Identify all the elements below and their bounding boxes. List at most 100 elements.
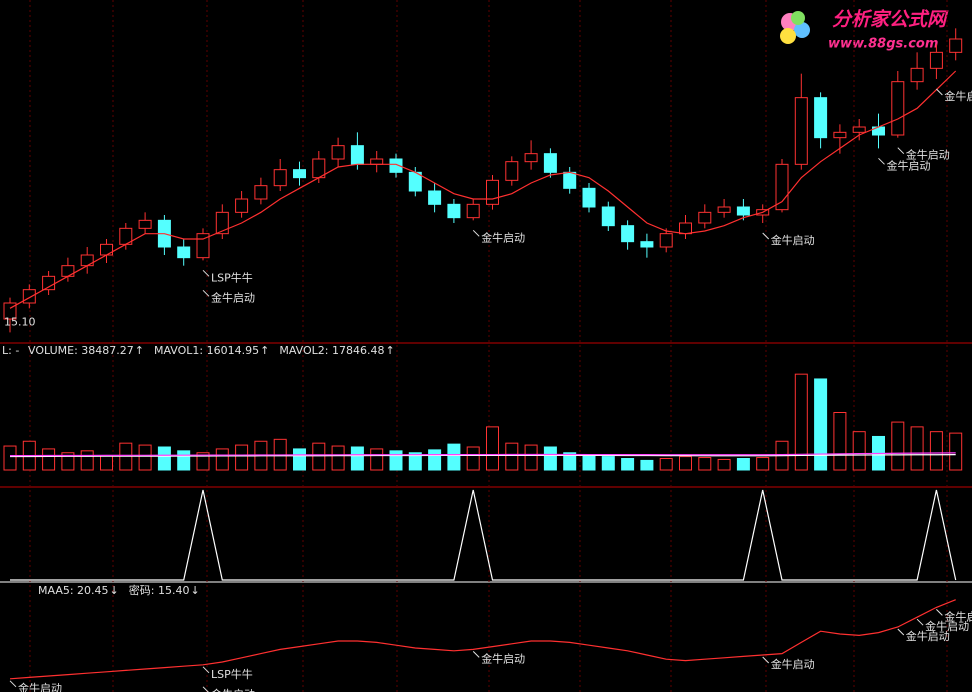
- annotation: 金牛启动: [906, 148, 950, 162]
- volume-bar: [370, 448, 384, 471]
- volume-bar: [350, 446, 364, 471]
- annotation-arrow: [897, 628, 905, 636]
- volume-bar: [293, 448, 306, 471]
- volume-bar: [949, 432, 963, 471]
- candle-body: [736, 206, 750, 216]
- candle-body: [929, 51, 943, 69]
- annotation-arrow: [936, 88, 943, 96]
- volume-bar: [215, 448, 229, 471]
- annotation: 金牛启动: [906, 629, 950, 643]
- annotation: 金牛启动: [481, 651, 525, 665]
- annotation: 金牛启动: [944, 89, 972, 103]
- legend-arrow: ↑: [385, 344, 394, 357]
- watermark-url: www.88gs.com: [828, 37, 938, 52]
- volume-bar: [61, 452, 75, 471]
- volume-bar: [601, 456, 615, 471]
- volume-bar: [833, 412, 847, 471]
- volume-bar: [679, 456, 692, 471]
- candle-body: [331, 145, 345, 160]
- annotation: 金牛启动: [925, 619, 969, 633]
- annotation: 金牛启动: [771, 657, 815, 671]
- annotation-arrow: [202, 289, 210, 297]
- annotation-arrow: [9, 680, 17, 688]
- volume-bar: [814, 378, 828, 471]
- candle-body: [543, 153, 557, 173]
- volume-bar: [659, 458, 673, 471]
- annotation-arrow: [916, 618, 924, 626]
- annotation-arrow: [762, 232, 770, 240]
- volume-bar: [756, 457, 770, 471]
- candle-body: [524, 153, 538, 163]
- low-label: 15.10: [4, 315, 36, 328]
- annotation: LSP牛牛: [211, 667, 253, 681]
- volume-ma-line: [9, 452, 956, 457]
- volume-bar: [3, 445, 17, 471]
- volume-bar: [177, 450, 191, 471]
- annotation-arrow: [897, 147, 905, 155]
- candle-body: [215, 211, 229, 235]
- annotation: 金牛启动: [887, 158, 931, 172]
- candle-body: [389, 158, 403, 173]
- candle-body: [698, 211, 712, 224]
- candle-body: [80, 254, 94, 267]
- candle-body: [775, 163, 789, 211]
- volume-bar: [505, 442, 519, 471]
- annotation: 金牛启动: [944, 609, 972, 623]
- annotation-arrow: [936, 609, 943, 616]
- volume-bar: [80, 450, 94, 471]
- candle-body: [61, 265, 75, 277]
- candle-body: [350, 145, 364, 165]
- candle-body: [833, 131, 847, 139]
- panel-prefix: L: -: [2, 344, 19, 357]
- candle-body: [891, 81, 905, 136]
- line: [9, 599, 956, 680]
- watermark-title: 分析家公式网: [832, 9, 949, 31]
- volume-bar: [138, 444, 152, 471]
- legend-label: MAVOL2: 17846.48: [279, 344, 384, 357]
- candle-body: [582, 187, 596, 208]
- candle-body: [505, 161, 519, 181]
- volume-ma-line: [9, 454, 956, 458]
- volume-bar: [543, 446, 557, 471]
- candle-body: [794, 97, 808, 165]
- candle-body: [910, 67, 924, 83]
- legend-label: VOLUME: 38487.27: [28, 344, 134, 357]
- logo: 分析家公式网 www.88gs.com: [780, 9, 949, 52]
- annotation-arrow: [472, 229, 480, 237]
- volume-bar: [582, 454, 596, 471]
- volume-bar: [563, 452, 577, 471]
- annotation: LSP牛牛: [211, 270, 253, 284]
- volume-bar: [447, 443, 461, 471]
- annotation: 金牛启动: [211, 687, 255, 692]
- annotation-arrow: [878, 157, 885, 165]
- annotation: 金牛启动: [211, 290, 255, 304]
- volume-bar: [698, 457, 712, 471]
- annotation-arrow: [762, 656, 770, 664]
- annotation-arrow: [472, 651, 480, 658]
- annotation-arrow: [202, 686, 209, 692]
- candle-body: [428, 190, 442, 205]
- candle-body: [466, 203, 480, 219]
- volume-bar: [312, 442, 326, 471]
- volume-bar: [235, 444, 249, 471]
- candle-body: [621, 225, 635, 243]
- volume-bar: [524, 444, 538, 471]
- legend-label: MAVOL1: 16014.95: [154, 344, 259, 357]
- volume-bar: [891, 421, 905, 471]
- candle-body: [679, 222, 692, 235]
- legend-arrow: ↓: [190, 584, 199, 597]
- candle-body: [370, 158, 384, 165]
- volume-bar: [736, 458, 750, 471]
- legend-label: 密码: 15.40: [129, 583, 190, 597]
- candle-body: [447, 203, 461, 219]
- candle-body: [293, 169, 306, 179]
- annotation-arrow: [202, 666, 210, 674]
- candle-body: [852, 126, 866, 133]
- volume-bar: [196, 452, 210, 471]
- volume-bar: [428, 449, 442, 471]
- volume-bar: [331, 445, 345, 471]
- annotation: 金牛启动: [481, 230, 525, 244]
- volume-bar: [640, 459, 654, 471]
- candle-body: [486, 179, 499, 205]
